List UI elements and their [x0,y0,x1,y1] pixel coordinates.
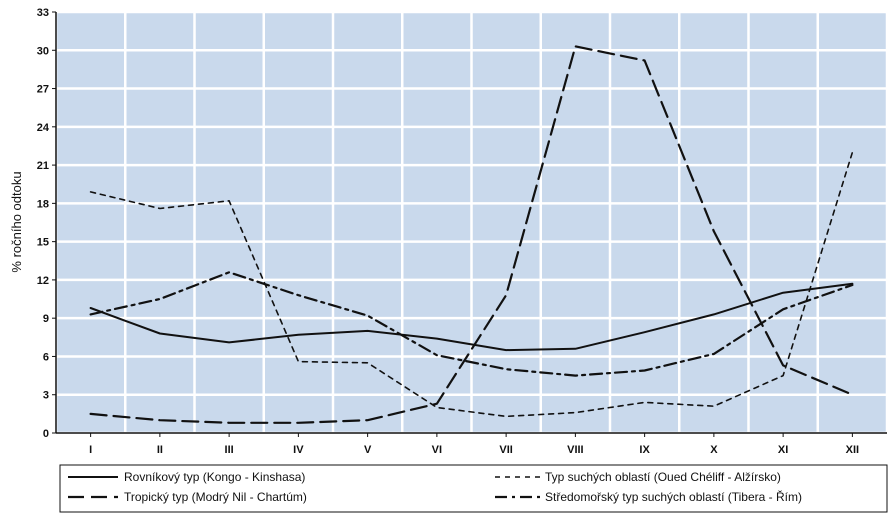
x-tick-label: IX [639,444,650,456]
legend-label: Tropický typ (Modrý Nil - Chartúm) [124,490,307,504]
y-tick-label: 6 [43,351,49,363]
x-tick-label: IV [293,444,304,456]
x-tick-label: VIII [567,444,584,456]
y-tick-label: 27 [37,84,49,96]
x-tick-label: X [710,444,718,456]
series-3 [89,271,854,377]
x-tick-label: VII [499,444,512,456]
x-tick-label: V [364,444,372,456]
series-lines [89,45,854,424]
x-tick-label: I [89,444,92,456]
y-tick-label: 21 [37,160,49,172]
series-line [89,271,854,377]
y-tick-label: 12 [37,275,49,287]
y-tick-label: 24 [37,122,50,134]
series-1 [89,45,854,424]
series-line [89,151,854,418]
y-tick-label: 30 [37,45,49,57]
y-tick-label: 0 [43,428,49,440]
legend: Rovníkový typ (Kongo - Kinshasa) Tropický… [59,464,888,513]
legend-label: Středomořský typ suchých oblastí (Tibera… [545,489,802,504]
series-line [89,45,854,424]
x-tick-label: III [225,444,234,456]
y-tick-label: 3 [43,390,49,402]
legend-label: Rovníkový typ (Kongo - Kinshasa) [124,470,305,484]
y-axis-label: % ročního odtoku [9,171,24,272]
grid [54,10,889,435]
y-tick-label: 15 [37,237,49,249]
legend-box [59,464,888,513]
x-tick-label: II [157,444,163,456]
series-line [89,282,854,352]
y-tick-label: 33 [37,7,49,19]
x-tick-label: XI [778,444,788,456]
series-2 [89,151,854,418]
x-tick-label: XII [846,444,859,456]
y-tick-label: 9 [43,313,49,325]
x-tick-label: VI [432,444,442,456]
legend-label: Typ suchých oblastí (Oued Chéliff - Alží… [545,470,781,484]
y-tick-label: 18 [37,198,49,210]
series-0 [89,282,854,352]
